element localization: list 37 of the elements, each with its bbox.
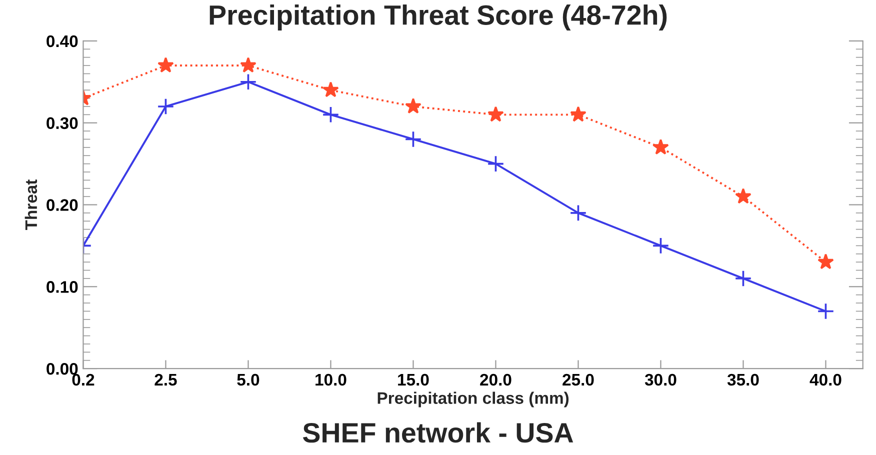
point [240,56,256,73]
point [570,106,586,122]
point [817,302,834,320]
y-tick-label: 0.10 [46,281,78,293]
x-tick-label: 15.0 [398,374,429,386]
x-axis-title: Precipitation class (mm) [378,392,569,408]
x-tick-label: 35.0 [727,374,759,386]
x-tick-label: 20.0 [480,374,512,386]
point [158,56,174,73]
x-tick-label: 25.0 [562,374,594,386]
point [487,155,504,172]
point [488,106,504,122]
point [157,98,174,116]
y-tick-label: 0.20 [46,199,78,211]
x-tick-label: 30.0 [644,374,676,386]
x-tick-label: 2.5 [154,374,177,386]
x-tick-label: 5.0 [237,374,260,386]
point [322,106,340,124]
point [734,270,752,288]
point [735,188,752,204]
x-tick-label: 0.2 [72,374,94,386]
y-tick-label: 0.40 [46,35,78,48]
x-tick-label: 10.0 [316,374,346,386]
point [240,73,257,90]
point [570,204,587,222]
y-tick-label: 0.30 [46,117,78,130]
point [404,130,422,148]
point [405,98,422,114]
point [818,254,834,270]
y-axis-title: Threat [24,179,38,230]
chart-title: Precipitation Threat Score (48-72h) [210,4,667,30]
y-tick-label: 0.00 [46,362,78,375]
text: SHEF network - USA [302,422,574,443]
point [652,138,669,155]
point [652,237,670,254]
point [322,82,339,98]
x-tick-label: 40.0 [810,374,842,386]
